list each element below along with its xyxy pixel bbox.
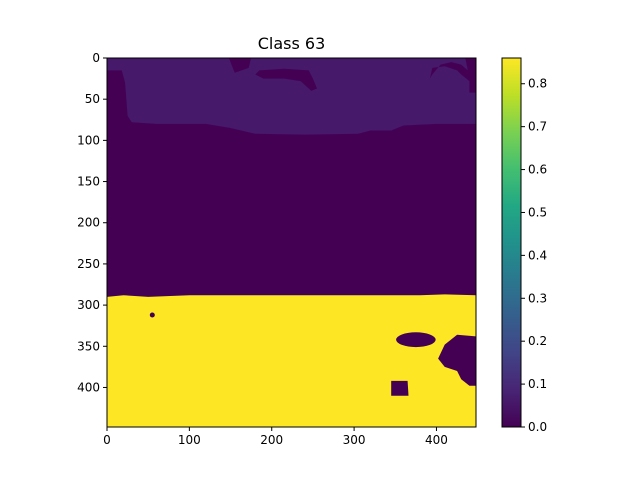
colorbar — [501, 57, 522, 428]
colorbar-axis: 0.0 0.1 0.2 0.3 0.4 0.5 0.6 0.7 0.8 — [521, 77, 547, 434]
colorbar-tick-label: 0.6 — [528, 163, 547, 177]
region-hole-oval — [396, 332, 436, 348]
y-tick-label: 150 — [77, 175, 100, 189]
x-axis: 0 100 200 300 400 — [103, 427, 448, 447]
region-upper-band — [107, 58, 476, 135]
y-tick-label: 250 — [77, 257, 100, 271]
x-tick-label: 400 — [425, 433, 448, 447]
region-lower-high — [107, 294, 476, 427]
chart-title: Class 63 — [258, 34, 326, 53]
colorbar-tick-label: 0.5 — [528, 205, 547, 219]
region-dark-streak — [255, 68, 317, 91]
heatmap-image — [107, 58, 476, 427]
x-tick-label: 0 — [103, 433, 111, 447]
y-tick-label: 100 — [77, 133, 100, 147]
y-tick-label: 300 — [77, 298, 100, 312]
y-tick-label: 200 — [77, 216, 100, 230]
region-hole-square — [391, 380, 409, 396]
colorbar-tick-label: 0.0 — [528, 420, 547, 434]
y-tick-label: 0 — [92, 51, 100, 65]
colorbar-tick-label: 0.3 — [528, 291, 547, 305]
y-tick-label: 50 — [85, 92, 100, 106]
colorbar-tick-label: 0.2 — [528, 334, 547, 348]
y-tick-label: 350 — [77, 339, 100, 353]
region-dark-notch-top — [228, 58, 252, 73]
colorbar-tick-label: 0.4 — [528, 248, 547, 262]
x-tick-label: 300 — [343, 433, 366, 447]
x-tick-label: 200 — [260, 433, 283, 447]
colorbar-tick-label: 0.8 — [528, 77, 547, 91]
plot-frame — [106, 57, 477, 428]
y-axis: 0 50 100 150 200 250 300 350 400 — [77, 51, 107, 394]
x-tick-label: 100 — [178, 433, 201, 447]
region-hole-right — [438, 334, 476, 386]
colorbar-tick-label: 0.1 — [528, 377, 547, 391]
region-hole-dot — [149, 312, 155, 318]
y-tick-label: 400 — [77, 380, 100, 394]
colorbar-tick-label: 0.7 — [528, 120, 547, 134]
region-dark-corner-feature — [429, 58, 476, 93]
